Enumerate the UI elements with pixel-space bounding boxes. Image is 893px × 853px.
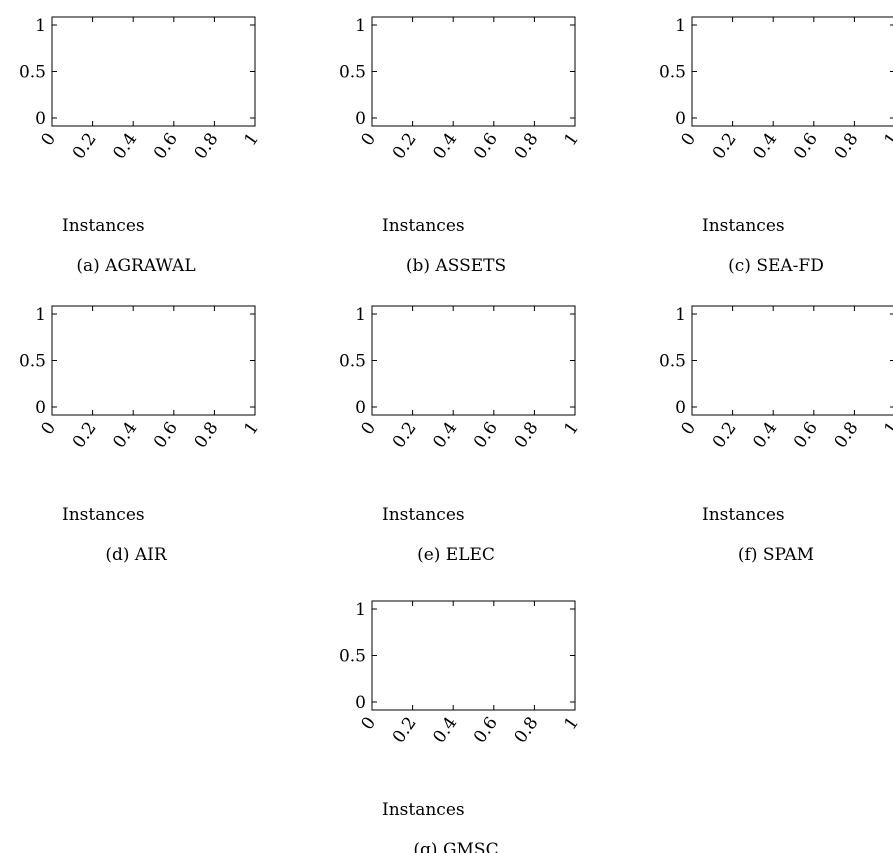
y-tick-label: 0 bbox=[35, 109, 46, 129]
x-tick-label: 0.8 bbox=[191, 418, 223, 452]
y-tick-label: 0.5 bbox=[19, 63, 46, 83]
x-tick-label: 0.2 bbox=[69, 418, 101, 452]
chart-panel-c: 0 0.2 0.4 0.6 0.8 1 0 0.5 1 Instances (c) SEA-FD bbox=[659, 16, 893, 276]
x-tick-label: 0.6 bbox=[470, 713, 502, 747]
plot-frame bbox=[371, 600, 576, 711]
chart-panel-g: 0 0.2 0.4 0.6 0.8 1 0 0.5 1 Instances (g) GMSC bbox=[339, 600, 583, 853]
x-tick-label: 0 bbox=[678, 418, 701, 438]
x-tick-label: 0.6 bbox=[790, 129, 822, 163]
x-axis-title: Instances bbox=[382, 216, 465, 236]
x-tick-label: 0.8 bbox=[191, 129, 223, 163]
x-axis-title: Instances bbox=[382, 800, 465, 820]
y-tick-label: 1 bbox=[675, 305, 686, 325]
subfigure-caption: (c) SEA-FD bbox=[728, 256, 824, 276]
x-tick-label: 0.2 bbox=[389, 129, 421, 163]
x-tick-label: 1 bbox=[881, 418, 893, 438]
x-tick-label: 0 bbox=[38, 129, 61, 149]
x-tick-label: 0.6 bbox=[470, 418, 502, 452]
x-axis-title: Instances bbox=[62, 505, 145, 525]
chart-panel-e: 0 0.2 0.4 0.6 0.8 1 0 0.5 1 Instances (e) ELEC bbox=[339, 305, 583, 565]
x-tick-label: 0.4 bbox=[429, 713, 461, 747]
y-tick-label: 0 bbox=[675, 109, 686, 129]
x-tick-label: 0.8 bbox=[831, 129, 863, 163]
x-tick-label: 1 bbox=[881, 129, 893, 149]
x-tick-label: 0.6 bbox=[790, 418, 822, 452]
x-tick-label: 0.4 bbox=[109, 129, 141, 163]
x-tick-label: 0 bbox=[38, 418, 61, 438]
x-tick-label: 0 bbox=[678, 129, 701, 149]
x-tick-label: 1 bbox=[241, 129, 264, 149]
x-tick-label: 1 bbox=[561, 129, 584, 149]
x-tick-label: 0.2 bbox=[709, 418, 741, 452]
subfigure-caption: (g) GMSC bbox=[413, 840, 498, 853]
plot-frame bbox=[691, 305, 893, 416]
y-tick-label: 0 bbox=[355, 398, 366, 418]
chart-panel-a: 0 0.2 0.4 0.6 0.8 1 0 0.5 1 Instances (a) AGRAWAL bbox=[19, 16, 263, 276]
plot-frame bbox=[51, 16, 256, 127]
x-tick-label: 0.4 bbox=[749, 129, 781, 163]
x-tick-label: 0.6 bbox=[150, 129, 182, 163]
plot-frame bbox=[51, 305, 256, 416]
x-axis-title: Instances bbox=[382, 505, 465, 525]
x-tick-label: 0.2 bbox=[69, 129, 101, 163]
x-tick-label: 0.2 bbox=[389, 713, 421, 747]
y-tick-label: 0.5 bbox=[339, 647, 366, 667]
subfigure-caption: (d) AIR bbox=[105, 545, 168, 565]
x-tick-label: 0 bbox=[358, 713, 381, 733]
x-tick-label: 1 bbox=[561, 713, 584, 733]
y-tick-label: 1 bbox=[355, 305, 366, 325]
chart-panel-f: 0 0.2 0.4 0.6 0.8 1 0 0.5 1 Instances (f) SPAM bbox=[659, 305, 893, 565]
chart-panel-b: 0 0.2 0.4 0.6 0.8 1 0 0.5 1 Instances (b) ASSETS bbox=[339, 16, 583, 276]
y-tick-label: 1 bbox=[355, 16, 366, 36]
x-tick-label: 0.4 bbox=[429, 418, 461, 452]
plot-frame bbox=[691, 16, 893, 127]
x-tick-label: 1 bbox=[241, 418, 264, 438]
x-axis-title: Instances bbox=[702, 505, 785, 525]
x-tick-label: 0.2 bbox=[709, 129, 741, 163]
x-tick-label: 0.2 bbox=[389, 418, 421, 452]
x-axis-title: Instances bbox=[62, 216, 145, 236]
x-tick-label: 0.6 bbox=[150, 418, 182, 452]
y-tick-label: 0.5 bbox=[339, 352, 366, 372]
plot-frame bbox=[371, 305, 576, 416]
subfigure-caption: (b) ASSETS bbox=[406, 256, 506, 276]
plot-frame bbox=[371, 16, 576, 127]
y-tick-label: 1 bbox=[35, 16, 46, 36]
x-tick-label: 0.8 bbox=[511, 713, 543, 747]
x-tick-label: 1 bbox=[561, 418, 584, 438]
y-tick-label: 0.5 bbox=[339, 63, 366, 83]
subfigure-caption: (f) SPAM bbox=[738, 545, 814, 565]
y-tick-label: 0 bbox=[355, 109, 366, 129]
y-tick-label: 0 bbox=[675, 398, 686, 418]
x-tick-label: 0 bbox=[358, 129, 381, 149]
y-tick-label: 1 bbox=[35, 305, 46, 325]
y-tick-label: 1 bbox=[355, 600, 366, 620]
x-tick-label: 0.4 bbox=[429, 129, 461, 163]
x-tick-label: 0 bbox=[358, 418, 381, 438]
x-tick-label: 0.4 bbox=[749, 418, 781, 452]
x-axis-title: Instances bbox=[702, 216, 785, 236]
x-tick-label: 0.8 bbox=[511, 129, 543, 163]
subfigure-caption: (a) AGRAWAL bbox=[76, 256, 195, 276]
subfigure-caption: (e) ELEC bbox=[417, 545, 495, 565]
chart-panel-d: 0 0.2 0.4 0.6 0.8 1 0 0.5 1 Instances (d) AIR bbox=[19, 305, 263, 565]
y-tick-label: 0 bbox=[355, 693, 366, 713]
y-tick-label: 1 bbox=[675, 16, 686, 36]
y-tick-label: 0 bbox=[35, 398, 46, 418]
y-tick-label: 0.5 bbox=[19, 352, 46, 372]
x-tick-label: 0.6 bbox=[470, 129, 502, 163]
y-tick-label: 0.5 bbox=[659, 352, 686, 372]
y-tick-label: 0.5 bbox=[659, 63, 686, 83]
x-tick-label: 0.4 bbox=[109, 418, 141, 452]
x-tick-label: 0.8 bbox=[511, 418, 543, 452]
x-tick-label: 0.8 bbox=[831, 418, 863, 452]
